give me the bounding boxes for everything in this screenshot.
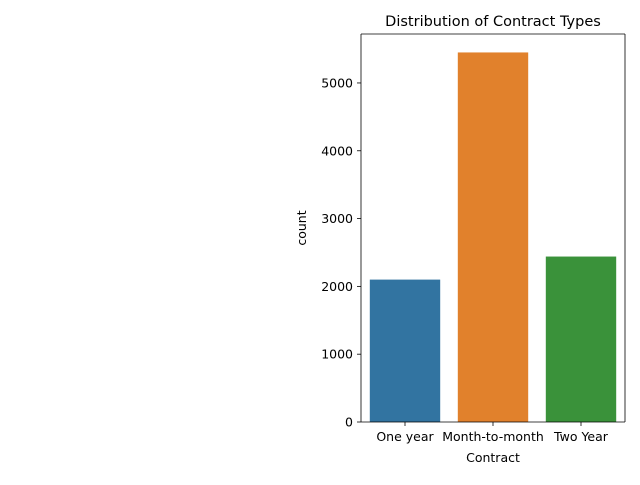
x-tick-label: Month-to-month	[442, 429, 544, 444]
y-tick-label: 3000	[321, 211, 353, 226]
y-ticks: 0 1000 2000 3000 4000 5000	[321, 75, 361, 430]
x-axis-label: Contract	[466, 450, 520, 465]
y-tick-label: 1000	[321, 347, 353, 362]
x-ticks: One year Month-to-month Two Year	[376, 422, 609, 444]
bars-layer	[369, 52, 617, 422]
y-tick-label: 4000	[321, 143, 353, 158]
x-tick-label: One year	[376, 429, 434, 444]
y-tick-label: 5000	[321, 75, 353, 90]
x-tick-label: Two Year	[553, 429, 609, 444]
y-tick-label: 2000	[321, 279, 353, 294]
bar-two-year	[545, 256, 617, 422]
y-tick-label: 0	[345, 415, 353, 430]
bar-one-year	[369, 279, 441, 422]
y-axis-label: count	[294, 210, 309, 245]
bar-month-to-month	[457, 52, 529, 422]
chart-title: Distribution of Contract Types	[385, 14, 601, 30]
